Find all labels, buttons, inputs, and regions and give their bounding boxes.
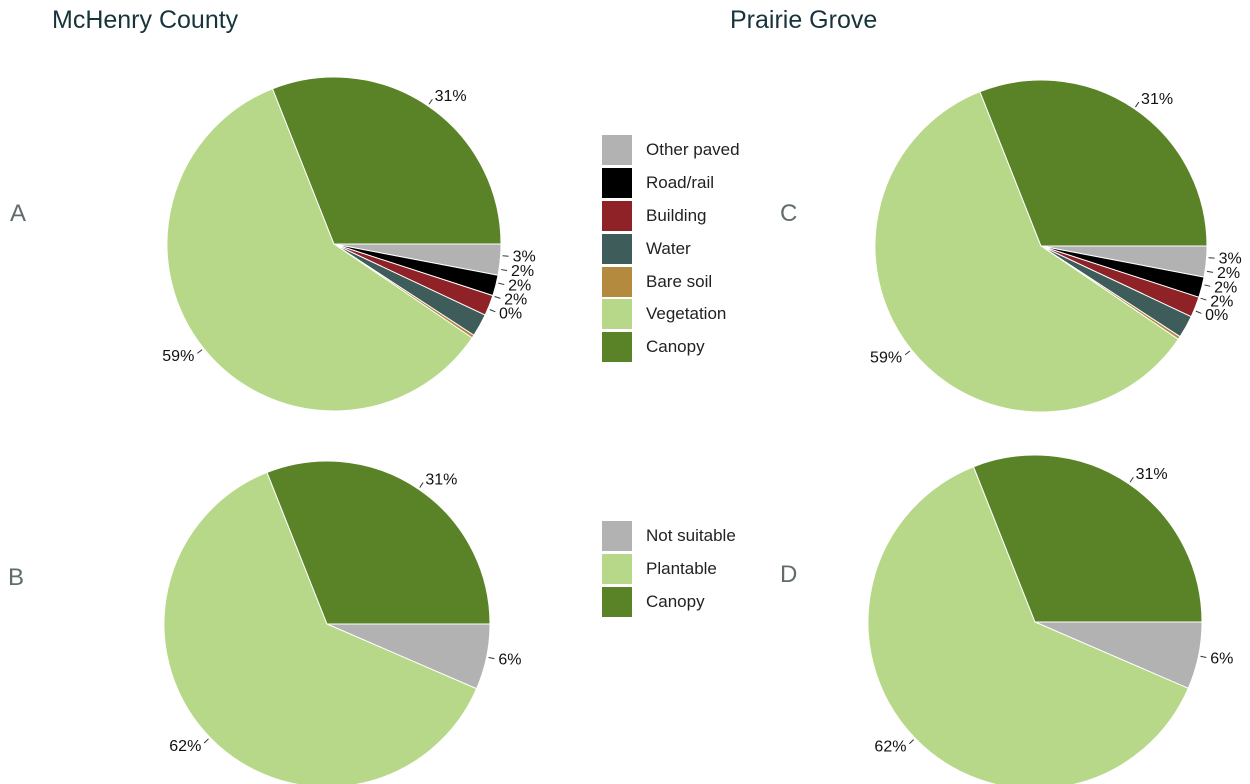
pie-slice-vegetation bbox=[166, 88, 473, 412]
data-label-vegetation: 59% bbox=[162, 348, 194, 365]
pie-chart-d: 6% 62% 31% bbox=[867, 454, 1233, 784]
legend-swatch-building bbox=[602, 200, 632, 231]
legend-land-cover-item-road-rail: Road/rail bbox=[602, 167, 740, 200]
label-tick-water bbox=[1200, 297, 1207, 301]
data-label-water: 2% bbox=[504, 292, 527, 309]
label-tick-canopy bbox=[428, 98, 433, 105]
legend-swatch-canopy bbox=[602, 332, 632, 363]
legend-planting-item-plantable: Plantable bbox=[602, 553, 736, 586]
data-label-road-rail: 2% bbox=[1217, 265, 1240, 282]
label-tick-vegetation bbox=[197, 349, 203, 354]
legend-planting-potential: Not suitable Plantable Canopy bbox=[602, 520, 736, 618]
pie-slice-vegetation bbox=[874, 91, 1179, 413]
data-label-bare-soil: 0% bbox=[499, 305, 522, 322]
pie-slice-canopy bbox=[266, 460, 491, 625]
label-tick-building bbox=[498, 282, 505, 286]
legend-label-water: Water bbox=[646, 238, 691, 258]
legend-land-cover-item-canopy: Canopy bbox=[602, 331, 740, 364]
data-label-plantable: 62% bbox=[169, 738, 201, 755]
legend-swatch-bare-soil bbox=[602, 266, 632, 297]
data-label-canopy: 31% bbox=[1136, 466, 1168, 483]
legend-label-not-suitable: Not suitable bbox=[646, 526, 736, 546]
data-label-water: 2% bbox=[1210, 293, 1233, 310]
data-label-canopy: 31% bbox=[425, 471, 457, 488]
legend-label-bare-soil: Bare soil bbox=[646, 271, 713, 291]
legend-label-canopy: Canopy bbox=[646, 591, 705, 611]
legend-planting-item-not-suitable: Not suitable bbox=[602, 520, 736, 553]
panel-label-a: A bbox=[10, 200, 27, 227]
legend-swatch-vegetation bbox=[602, 299, 632, 330]
legend-swatch-other-paved bbox=[602, 135, 632, 166]
label-tick-bare-soil bbox=[1195, 310, 1202, 314]
data-label-other-paved: 3% bbox=[513, 248, 536, 265]
legend-label-plantable: Plantable bbox=[646, 559, 717, 579]
panel-label-b: B bbox=[8, 564, 25, 591]
label-tick-not-suitable bbox=[488, 656, 495, 660]
data-label-not-suitable: 6% bbox=[498, 651, 521, 668]
legend-land-cover-item-vegetation: Vegetation bbox=[602, 298, 740, 331]
data-label-building: 2% bbox=[1214, 279, 1237, 296]
label-tick-not-suitable bbox=[1200, 655, 1207, 658]
data-label-building: 2% bbox=[508, 277, 531, 294]
legend-land-cover-item-water: Water bbox=[602, 232, 740, 265]
legend-land-cover-item-bare-soil: Bare soil bbox=[602, 265, 740, 298]
label-tick-plantable bbox=[203, 738, 209, 744]
legend-swatch-water bbox=[602, 233, 632, 264]
data-label-road-rail: 2% bbox=[511, 263, 534, 280]
panel-label-d: D bbox=[780, 561, 798, 588]
pie-chart-c: 3%2%2%2%0%59%31% bbox=[870, 79, 1242, 413]
legend-swatch-canopy bbox=[602, 586, 632, 617]
label-tick-vegetation bbox=[904, 350, 911, 356]
data-label-plantable: 62% bbox=[874, 739, 906, 756]
data-label-canopy: 31% bbox=[1141, 91, 1173, 108]
label-tick-bare-soil bbox=[489, 309, 496, 313]
data-label-other-paved: 3% bbox=[1219, 250, 1242, 267]
pie-slice-canopy bbox=[271, 76, 502, 245]
pie-slice-plantable bbox=[867, 466, 1189, 784]
pie-slice-canopy bbox=[972, 454, 1203, 623]
legend-land-cover-item-other-paved: Other paved bbox=[602, 134, 740, 167]
label-tick-road-rail bbox=[500, 269, 508, 271]
label-tick-canopy bbox=[419, 482, 424, 488]
legend-swatch-road-rail bbox=[602, 168, 632, 199]
label-tick-canopy bbox=[1129, 476, 1134, 483]
pie-slice-canopy bbox=[979, 79, 1208, 247]
label-tick-road-rail bbox=[1206, 270, 1214, 273]
panel-label-c: C bbox=[780, 200, 798, 227]
title-mchenry-county: McHenry County bbox=[52, 6, 239, 34]
legend-label-road-rail: Road/rail bbox=[646, 173, 715, 193]
data-label-vegetation: 59% bbox=[870, 349, 902, 366]
label-tick-canopy bbox=[1135, 101, 1140, 108]
pie-chart-a: 3%2%2%2%0%59%31% bbox=[162, 76, 536, 412]
pie-chart-b: 6% 62% 31% bbox=[163, 460, 521, 784]
label-tick-water bbox=[494, 296, 501, 299]
data-label-not-suitable: 6% bbox=[1210, 650, 1233, 667]
legend-label-vegetation: Vegetation bbox=[646, 304, 727, 324]
legend-land-cover-item-building: Building bbox=[602, 200, 740, 233]
legend-land-cover: Other paved Road/rail Building Water Bare so… bbox=[602, 134, 740, 364]
label-tick-plantable bbox=[908, 739, 914, 745]
legend-planting-item-canopy: Canopy bbox=[602, 586, 736, 619]
legend-swatch-not-suitable bbox=[602, 521, 632, 552]
legend-label-building: Building bbox=[646, 205, 707, 225]
title-prairie-grove: Prairie Grove bbox=[730, 6, 878, 34]
legend-label-canopy: Canopy bbox=[646, 337, 705, 357]
data-label-canopy: 31% bbox=[435, 88, 467, 105]
data-label-bare-soil: 0% bbox=[1205, 307, 1228, 324]
legend-swatch-plantable bbox=[602, 554, 632, 585]
label-tick-building bbox=[1204, 284, 1211, 287]
pie-slice-plantable bbox=[163, 471, 478, 784]
legend-label-other-paved: Other paved bbox=[646, 140, 740, 160]
